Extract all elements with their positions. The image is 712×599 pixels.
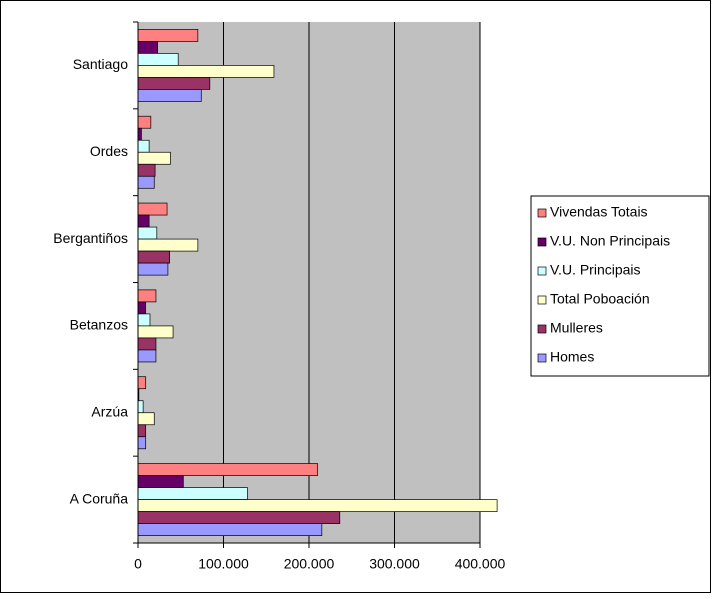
bar: [137, 41, 159, 54]
bar: [137, 202, 168, 216]
bar: [137, 238, 199, 252]
bar: [137, 151, 171, 165]
bar: [137, 77, 211, 90]
bar: [137, 499, 498, 512]
legend-swatch: [537, 324, 547, 334]
bar: [137, 523, 323, 536]
bar: [137, 424, 147, 438]
bar: [137, 475, 184, 488]
bar: [137, 400, 144, 414]
legend-box: [530, 195, 710, 377]
bar: [137, 349, 157, 363]
bar: [137, 163, 156, 177]
legend-label: Total Poboación: [550, 291, 650, 307]
y-tick-label: Bergantiños: [53, 230, 128, 246]
y-tick-label: Arzúa: [91, 403, 128, 419]
y-tick-label: Betanzos: [70, 317, 128, 333]
x-tick-label: 300.000: [369, 556, 420, 572]
x-tick-label: 200.000: [284, 556, 335, 572]
legend-label: Mulleres: [550, 320, 603, 336]
legend-label: Vivendas Totais: [550, 204, 648, 220]
y-tick-label: Ordes: [90, 143, 128, 159]
bar: [137, 412, 155, 426]
bar: [137, 262, 169, 276]
bar: [137, 337, 157, 351]
bar: [137, 325, 174, 339]
bar: [137, 53, 179, 66]
legend-label: V.U. Non Principais: [550, 233, 670, 249]
legend-swatch: [537, 295, 547, 305]
bar: [137, 463, 318, 476]
bar: [137, 376, 147, 390]
bar: [137, 175, 155, 189]
bar: [137, 511, 341, 524]
legend-swatch: [537, 208, 547, 218]
bar: [137, 436, 147, 450]
x-tick-label: 0: [134, 556, 142, 572]
y-tick-label: Santiago: [73, 56, 128, 72]
legend-label: V.U. Principais: [550, 262, 641, 278]
legend-swatch: [537, 237, 547, 247]
bar: [137, 139, 150, 153]
bar: [137, 65, 275, 78]
y-tick-label: A Coruña: [70, 490, 129, 506]
bar: [137, 214, 150, 228]
bar: [137, 29, 199, 42]
legend-label: Homes: [550, 349, 594, 365]
legend-swatch: [537, 353, 547, 363]
bar: [137, 127, 142, 141]
bar: [137, 301, 147, 315]
bar: [137, 289, 157, 303]
bar: [137, 115, 152, 129]
bar: [137, 487, 248, 500]
bar: [137, 89, 202, 102]
bar: [137, 226, 158, 240]
legend-swatch: [537, 266, 547, 276]
bar: [137, 250, 170, 264]
x-tick-label: 100.000: [198, 556, 249, 572]
x-tick-label: 400.000: [455, 556, 506, 572]
bar: [137, 313, 151, 327]
